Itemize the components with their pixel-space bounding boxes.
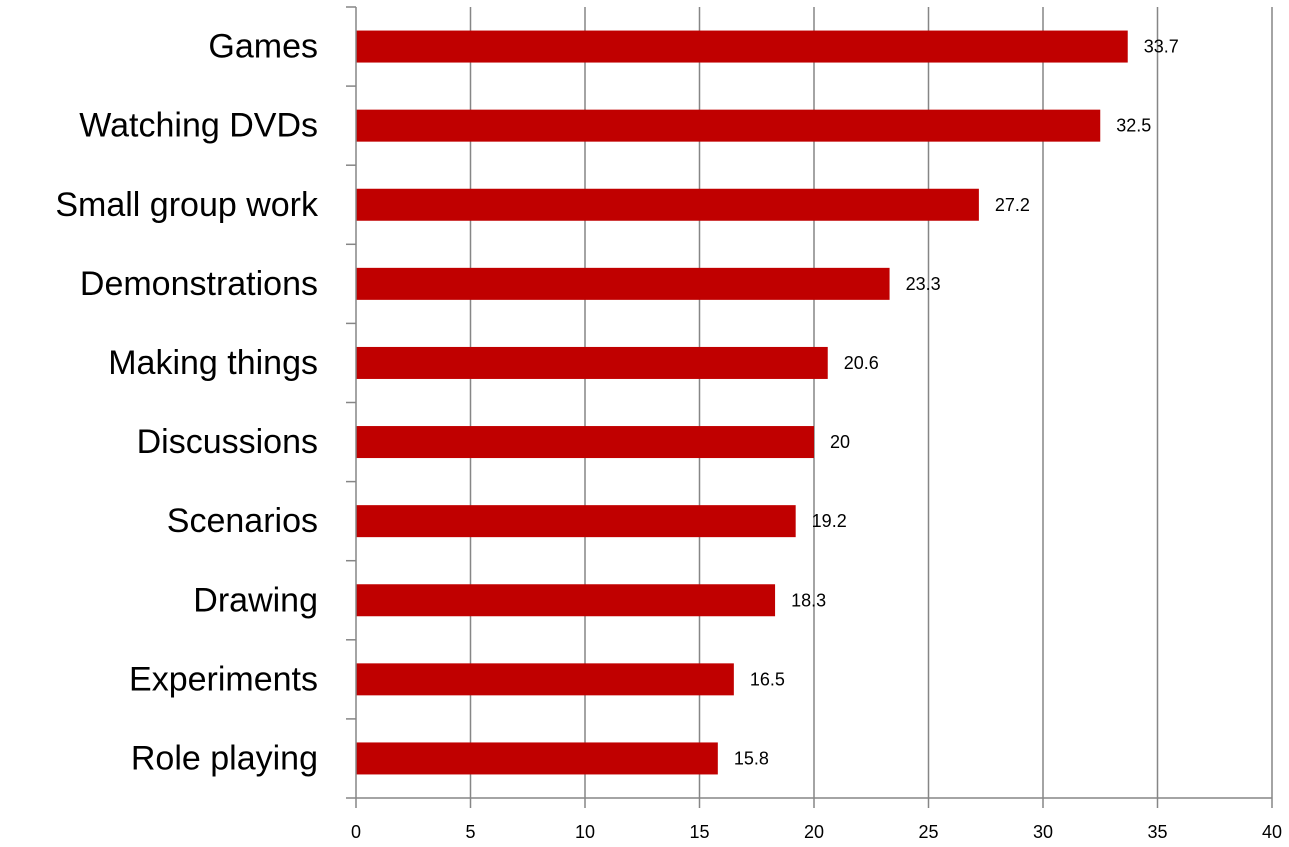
bar xyxy=(356,267,890,300)
x-tick-label: 30 xyxy=(1033,822,1053,842)
bar xyxy=(356,663,734,696)
bars xyxy=(356,30,1128,775)
category-label: Demonstrations xyxy=(80,265,318,303)
category-label: Drawing xyxy=(193,581,318,619)
category-labels: Games Watching DVDs Small group work Demons… xyxy=(55,28,319,778)
x-tick-label: 25 xyxy=(918,822,938,842)
bar xyxy=(356,188,979,221)
x-tick-label: 0 xyxy=(351,822,361,842)
category-label: Role playing xyxy=(131,739,318,777)
category-label: Experiments xyxy=(129,660,318,698)
data-label: 18.3 xyxy=(791,590,826,610)
bar xyxy=(356,346,828,379)
category-label: Scenarios xyxy=(167,502,318,540)
data-label: 23.3 xyxy=(906,274,941,294)
data-label: 27.2 xyxy=(995,195,1030,215)
x-tick-label: 15 xyxy=(689,822,709,842)
bar xyxy=(356,109,1101,142)
data-label: 20 xyxy=(830,432,850,452)
data-label: 20.6 xyxy=(844,353,879,373)
category-label: Watching DVDs xyxy=(79,107,318,145)
x-tick-label: 35 xyxy=(1147,822,1167,842)
data-label: 16.5 xyxy=(750,669,785,689)
bar xyxy=(356,584,776,617)
data-label: 15.8 xyxy=(734,748,769,768)
category-label: Small group work xyxy=(55,186,319,224)
category-label: Games xyxy=(208,28,318,66)
bar xyxy=(356,426,814,459)
x-tick-label: 20 xyxy=(804,822,824,842)
x-tick-labels: 0 5 10 15 20 25 30 35 40 xyxy=(351,822,1282,842)
x-tick-label: 5 xyxy=(465,822,475,842)
bar xyxy=(356,742,718,775)
category-label: Discussions xyxy=(137,423,318,461)
data-label: 19.2 xyxy=(812,511,847,531)
bar xyxy=(356,505,796,538)
data-labels: 33.7 32.5 27.2 23.3 20.6 20 19.2 18.3 16.5 15.8 xyxy=(734,37,1179,769)
axes xyxy=(346,6,1273,808)
category-label: Making things xyxy=(108,344,318,382)
data-label: 33.7 xyxy=(1144,37,1179,57)
x-tick-label: 10 xyxy=(575,822,595,842)
data-label: 32.5 xyxy=(1116,116,1151,136)
x-tick-label: 40 xyxy=(1262,822,1282,842)
bar xyxy=(356,30,1128,63)
